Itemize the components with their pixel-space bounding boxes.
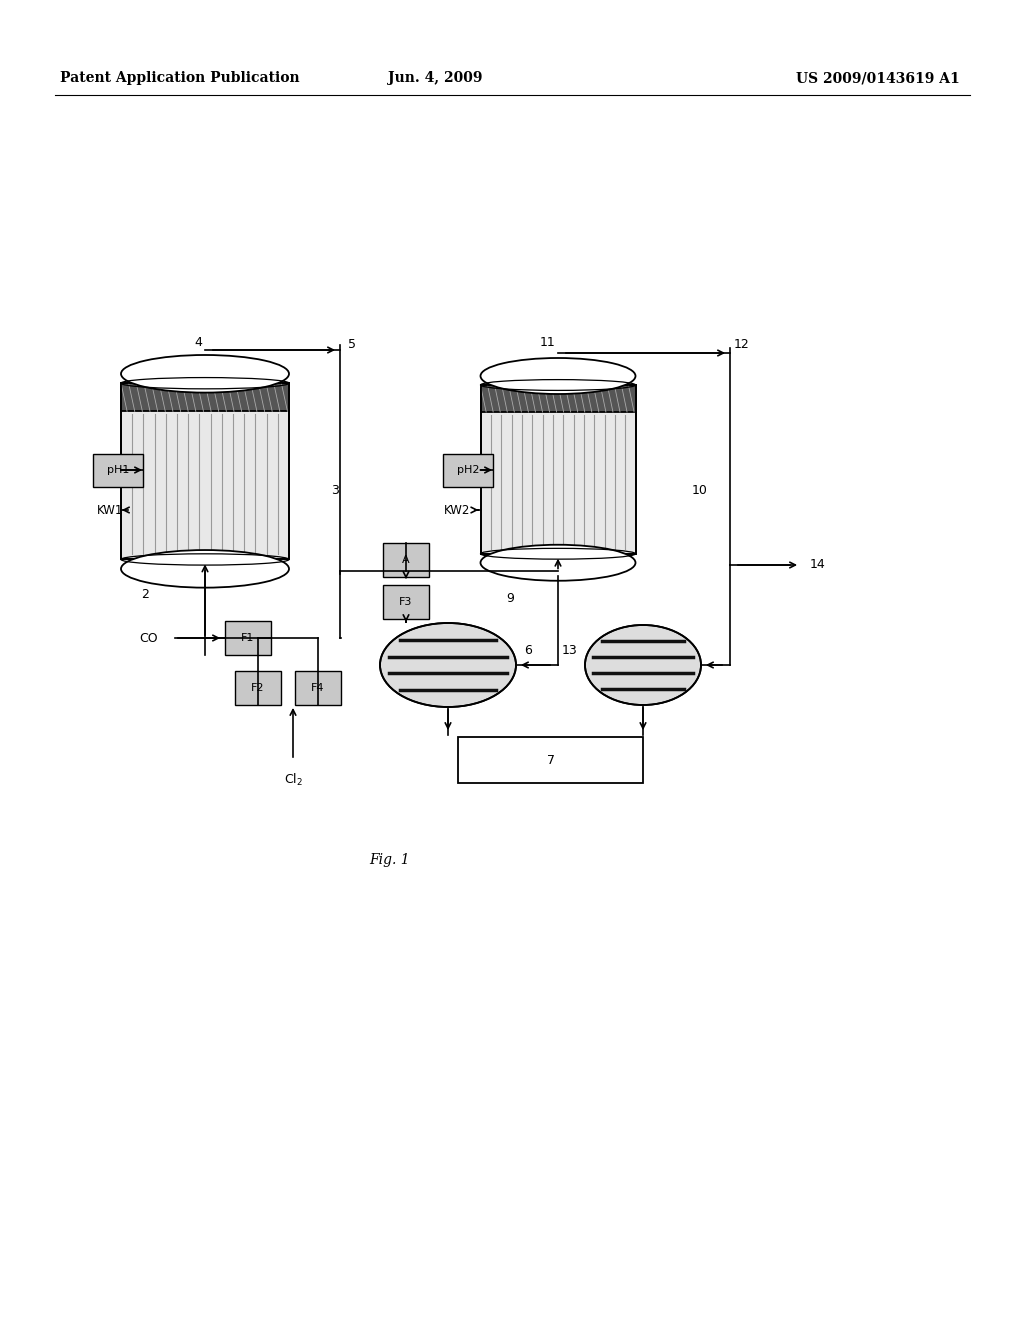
Text: Cl$_2$: Cl$_2$ [284, 772, 302, 788]
Text: A: A [402, 554, 410, 565]
Bar [93, 454, 143, 487]
Bar [383, 543, 429, 577]
Text: F3: F3 [399, 597, 413, 607]
Bar [225, 620, 271, 655]
Text: CO: CO [139, 631, 158, 644]
Bar [121, 383, 289, 560]
Text: 12: 12 [734, 338, 750, 351]
Text: 2: 2 [141, 589, 148, 602]
Text: pH1: pH1 [106, 465, 129, 475]
Bar [295, 671, 341, 705]
Bar [480, 385, 636, 554]
Text: 14: 14 [810, 558, 825, 572]
Text: Fig. 1: Fig. 1 [370, 853, 411, 867]
Text: 6: 6 [524, 644, 531, 656]
Bar [458, 737, 643, 783]
Ellipse shape [480, 545, 636, 581]
Text: 5: 5 [348, 338, 356, 351]
Bar [383, 585, 429, 619]
Ellipse shape [380, 623, 516, 708]
Ellipse shape [585, 624, 701, 705]
Text: 7: 7 [547, 754, 555, 767]
Ellipse shape [121, 355, 289, 392]
Ellipse shape [480, 358, 636, 393]
Text: 10: 10 [692, 483, 708, 496]
Text: 8: 8 [511, 375, 519, 388]
Text: 13: 13 [561, 644, 577, 656]
Text: F1: F1 [242, 634, 255, 643]
Text: F4: F4 [311, 682, 325, 693]
Text: KW1: KW1 [96, 503, 123, 516]
Text: Jun. 4, 2009: Jun. 4, 2009 [388, 71, 482, 84]
Text: US 2009/0143619 A1: US 2009/0143619 A1 [797, 71, 961, 84]
Bar [443, 454, 493, 487]
Text: 9: 9 [506, 591, 514, 605]
Bar [121, 383, 289, 560]
Text: pH2: pH2 [457, 465, 479, 475]
Text: Patent Application Publication: Patent Application Publication [60, 71, 300, 84]
Text: 11: 11 [540, 335, 556, 348]
Bar [480, 385, 636, 554]
Text: F2: F2 [251, 682, 265, 693]
Text: KW2: KW2 [443, 503, 470, 516]
Text: 1: 1 [161, 375, 169, 388]
Text: 4: 4 [195, 335, 202, 348]
Text: 3: 3 [331, 483, 339, 496]
Bar [234, 671, 281, 705]
Ellipse shape [121, 550, 289, 587]
Bar [480, 385, 636, 412]
Bar [121, 383, 289, 412]
